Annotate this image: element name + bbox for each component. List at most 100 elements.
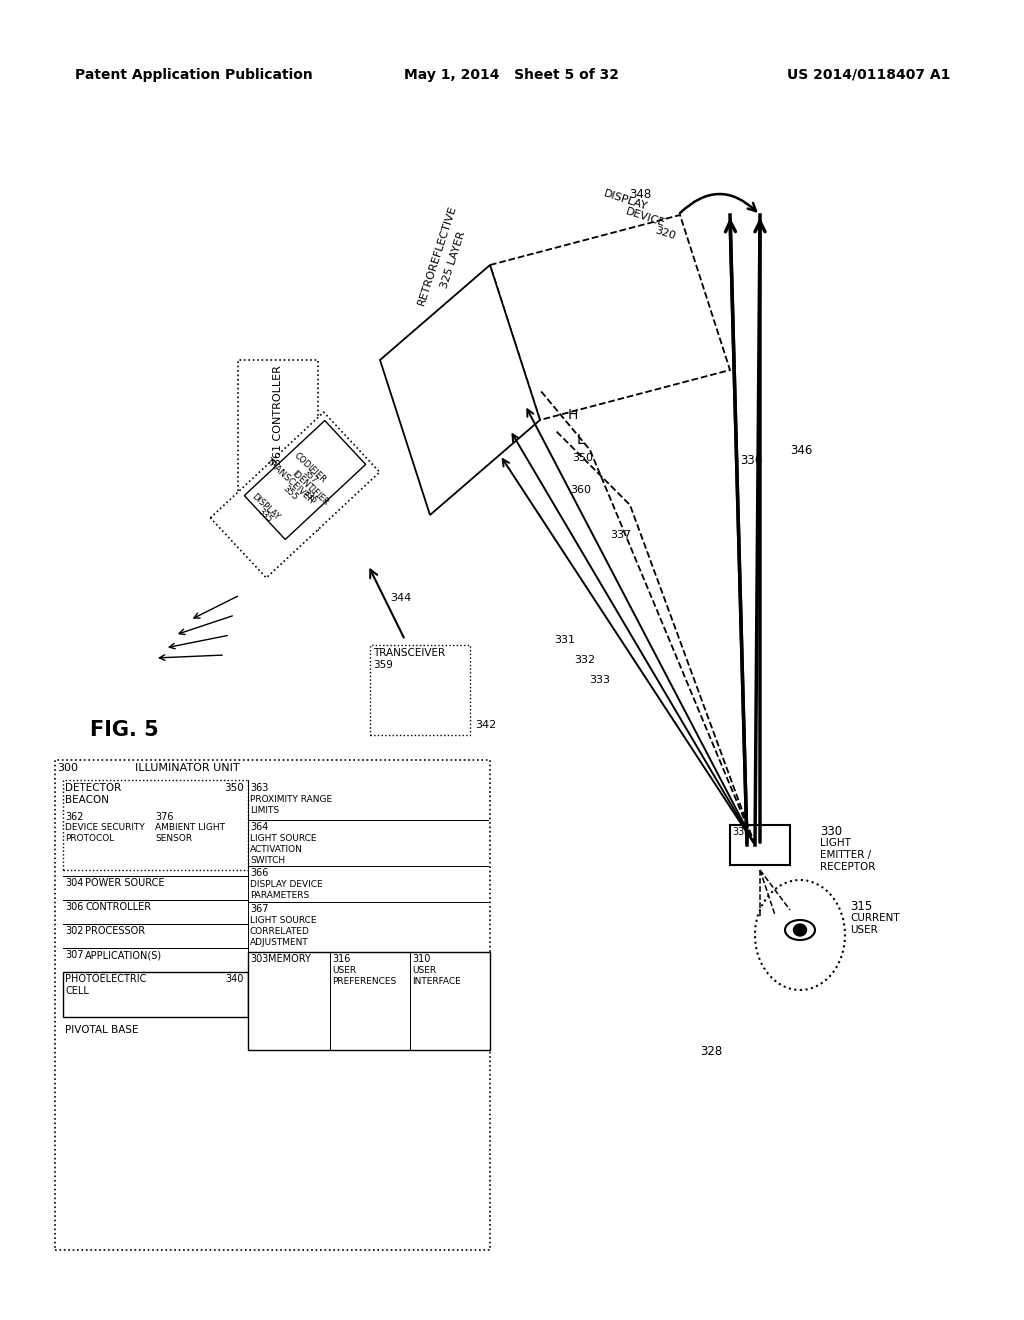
Text: 355: 355 bbox=[281, 484, 299, 502]
Text: PREFERENCES: PREFERENCES bbox=[332, 977, 396, 986]
Text: CODIFIER: CODIFIER bbox=[292, 451, 328, 484]
Text: LIMITS: LIMITS bbox=[250, 807, 280, 814]
Ellipse shape bbox=[785, 920, 815, 940]
Text: 340: 340 bbox=[225, 974, 244, 983]
Text: PHOTOELECTRIC: PHOTOELECTRIC bbox=[65, 974, 146, 983]
Ellipse shape bbox=[755, 880, 845, 990]
Text: 335: 335 bbox=[301, 488, 318, 506]
Text: FIG. 5: FIG. 5 bbox=[90, 719, 159, 741]
Text: 315: 315 bbox=[850, 900, 872, 913]
Text: 303: 303 bbox=[250, 954, 268, 964]
Text: RETROREFLECTIVE: RETROREFLECTIVE bbox=[416, 203, 458, 306]
Text: 335: 335 bbox=[256, 507, 273, 525]
Text: 320: 320 bbox=[653, 224, 677, 242]
Text: CONTROLLER: CONTROLLER bbox=[85, 902, 152, 912]
Text: PROXIMITY RANGE: PROXIMITY RANGE bbox=[250, 795, 332, 804]
Text: 310: 310 bbox=[412, 954, 430, 964]
Text: 316: 316 bbox=[332, 954, 350, 964]
Text: 367: 367 bbox=[250, 904, 268, 913]
Text: 359: 359 bbox=[373, 660, 393, 671]
Text: 366: 366 bbox=[250, 869, 268, 878]
Polygon shape bbox=[245, 421, 366, 540]
Text: 304: 304 bbox=[65, 878, 83, 888]
Text: 306: 306 bbox=[65, 902, 83, 912]
Text: CORRELATED: CORRELATED bbox=[250, 927, 310, 936]
Text: CURRENT: CURRENT bbox=[850, 913, 900, 923]
Text: LIGHT SOURCE: LIGHT SOURCE bbox=[250, 916, 316, 925]
Text: IDENTIFIER: IDENTIFIER bbox=[290, 469, 330, 507]
Text: 348: 348 bbox=[629, 189, 651, 202]
Text: 346: 346 bbox=[790, 444, 812, 457]
Text: USER: USER bbox=[850, 925, 878, 935]
Text: LIGHT SOURCE: LIGHT SOURCE bbox=[250, 834, 316, 843]
Text: PARAMETERS: PARAMETERS bbox=[250, 891, 309, 900]
Text: 302: 302 bbox=[65, 927, 84, 936]
Bar bbox=[248, 952, 490, 1049]
Text: 330: 330 bbox=[820, 825, 842, 838]
Text: DEVICE: DEVICE bbox=[624, 207, 666, 230]
Text: 336: 336 bbox=[740, 454, 762, 466]
Text: DISPLAY: DISPLAY bbox=[250, 492, 281, 521]
Text: DISPLAY DEVICE: DISPLAY DEVICE bbox=[250, 880, 323, 888]
Polygon shape bbox=[490, 215, 730, 420]
Text: DETECTOR: DETECTOR bbox=[65, 783, 121, 793]
Text: PROCESSOR: PROCESSOR bbox=[85, 927, 145, 936]
Text: 337: 337 bbox=[610, 531, 631, 540]
Text: 333: 333 bbox=[590, 675, 610, 685]
Text: 328: 328 bbox=[700, 1045, 722, 1059]
Bar bbox=[238, 360, 318, 531]
Text: 325 LAYER: 325 LAYER bbox=[439, 230, 467, 290]
Text: Patent Application Publication: Patent Application Publication bbox=[75, 69, 312, 82]
Text: ILLUMINATOR UNIT: ILLUMINATOR UNIT bbox=[135, 763, 240, 774]
Text: 331: 331 bbox=[732, 828, 751, 837]
Text: MEMORY: MEMORY bbox=[268, 954, 311, 964]
Text: LIGHT: LIGHT bbox=[820, 838, 851, 847]
Text: 342: 342 bbox=[475, 719, 497, 730]
Text: 376: 376 bbox=[155, 812, 173, 822]
Text: ACTIVATION: ACTIVATION bbox=[250, 845, 303, 854]
Text: AMBIENT LIGHT: AMBIENT LIGHT bbox=[155, 822, 225, 832]
Polygon shape bbox=[210, 412, 380, 578]
Text: ADJUSTMENT: ADJUSTMENT bbox=[250, 939, 309, 946]
Text: SWITCH: SWITCH bbox=[250, 855, 285, 865]
Text: 363: 363 bbox=[250, 783, 268, 793]
Text: PROTOCOL: PROTOCOL bbox=[65, 834, 115, 843]
Text: 362: 362 bbox=[65, 812, 84, 822]
Text: INTERFACE: INTERFACE bbox=[412, 977, 461, 986]
Text: USER: USER bbox=[332, 966, 356, 975]
Bar bbox=[55, 760, 490, 1250]
Text: 360: 360 bbox=[570, 484, 591, 495]
Text: 361 CONTROLLER: 361 CONTROLLER bbox=[273, 366, 283, 465]
Text: APPLICATION(S): APPLICATION(S) bbox=[85, 950, 162, 960]
Bar bbox=[370, 645, 470, 735]
Ellipse shape bbox=[794, 924, 807, 936]
Text: CELL: CELL bbox=[65, 986, 89, 997]
Text: DISPLAY: DISPLAY bbox=[602, 189, 648, 211]
Bar bbox=[730, 825, 790, 865]
Text: 331: 331 bbox=[555, 635, 575, 645]
Text: 357: 357 bbox=[301, 469, 318, 486]
Text: 307: 307 bbox=[65, 950, 84, 960]
Text: 364: 364 bbox=[250, 822, 268, 832]
Bar bbox=[63, 780, 248, 870]
Text: 300: 300 bbox=[57, 763, 78, 774]
Text: BEACON: BEACON bbox=[65, 795, 109, 805]
Text: POWER SOURCE: POWER SOURCE bbox=[85, 878, 165, 888]
Polygon shape bbox=[380, 265, 540, 515]
Text: PIVOTAL BASE: PIVOTAL BASE bbox=[65, 1026, 138, 1035]
Text: 350: 350 bbox=[224, 783, 244, 793]
Text: 344: 344 bbox=[390, 593, 412, 603]
Text: 332: 332 bbox=[574, 655, 596, 665]
Text: RECEPTOR: RECEPTOR bbox=[820, 862, 876, 873]
Text: USER: USER bbox=[412, 966, 436, 975]
Bar bbox=[63, 972, 248, 1016]
Text: May 1, 2014   Sheet 5 of 32: May 1, 2014 Sheet 5 of 32 bbox=[404, 69, 620, 82]
Text: TRANSCEIVER: TRANSCEIVER bbox=[264, 455, 315, 504]
Text: EMITTER /: EMITTER / bbox=[820, 850, 871, 861]
Text: US 2014/0118407 A1: US 2014/0118407 A1 bbox=[786, 69, 950, 82]
Text: L: L bbox=[577, 433, 584, 447]
Text: H: H bbox=[568, 408, 579, 422]
Text: DEVICE SECURITY: DEVICE SECURITY bbox=[65, 822, 144, 832]
Text: TRANSCEIVER: TRANSCEIVER bbox=[373, 648, 445, 657]
Text: SENSOR: SENSOR bbox=[155, 834, 193, 843]
